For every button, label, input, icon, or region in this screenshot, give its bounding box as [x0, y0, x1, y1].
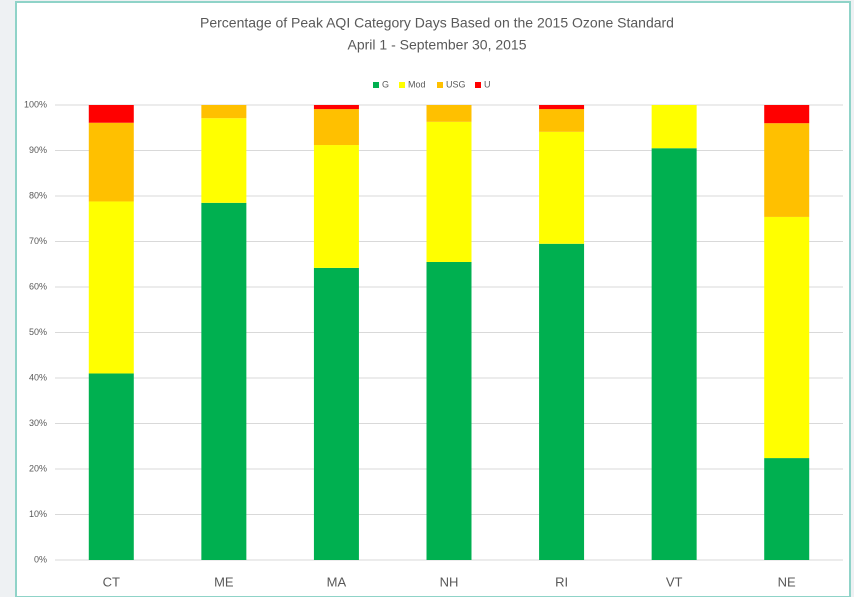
- chart-subtitle: April 1 - September 30, 2015: [348, 37, 527, 53]
- bar-segment: [764, 123, 810, 217]
- y-tick-label: 50%: [29, 327, 47, 337]
- x-tick-label: VT: [666, 574, 683, 589]
- bar-segment: [426, 121, 472, 262]
- x-tick-label: CT: [103, 574, 120, 589]
- y-tick-label: 90%: [29, 145, 47, 155]
- legend-swatch: [399, 82, 405, 88]
- y-tick-label: 100%: [24, 99, 47, 109]
- bar-segment: [88, 122, 134, 202]
- bar-segment: [88, 201, 134, 374]
- y-tick-label: 20%: [29, 463, 47, 473]
- bar-segment: [651, 105, 697, 149]
- x-tick-label: ME: [214, 574, 234, 589]
- bar-segment: [426, 261, 472, 560]
- legend-label: USG: [446, 79, 466, 89]
- legend-label: U: [484, 79, 491, 89]
- bar-segment: [539, 105, 585, 110]
- bar-segment: [764, 458, 810, 560]
- bar-segment: [313, 145, 359, 268]
- bar-segment: [651, 148, 697, 560]
- x-tick-label: RI: [555, 574, 568, 589]
- legend-swatch: [373, 82, 379, 88]
- bar-segment: [313, 105, 359, 110]
- chart-title: Percentage of Peak AQI Category Days Bas…: [200, 15, 674, 31]
- bar-segment: [201, 118, 247, 203]
- y-tick-label: 30%: [29, 418, 47, 428]
- x-tick-label: NH: [440, 574, 459, 589]
- x-tick-label: MA: [327, 574, 347, 589]
- bar-segment: [88, 373, 134, 560]
- bar-segment: [764, 105, 810, 124]
- legend-swatch: [437, 82, 443, 88]
- bar-segment: [764, 216, 810, 459]
- legend-label: Mod: [408, 79, 426, 89]
- bar-segment: [539, 109, 585, 132]
- legend: G Mod USG U: [373, 79, 491, 89]
- bar-segment: [201, 105, 247, 119]
- bar-segment: [539, 243, 585, 560]
- y-tick-label: 40%: [29, 372, 47, 382]
- bar-segment: [313, 267, 359, 560]
- bar-segment: [313, 109, 359, 146]
- bar-segment: [426, 105, 472, 122]
- y-tick-label: 10%: [29, 509, 47, 519]
- y-tick-label: 0%: [34, 554, 47, 564]
- y-tick-label: 80%: [29, 190, 47, 200]
- bar-segment: [201, 202, 247, 560]
- bar-segment: [88, 105, 134, 123]
- legend-label: G: [382, 79, 389, 89]
- y-tick-label: 70%: [29, 236, 47, 246]
- bar-segment: [539, 131, 585, 244]
- y-tick-label: 60%: [29, 281, 47, 291]
- x-tick-label: NE: [778, 574, 796, 589]
- legend-swatch: [475, 82, 481, 88]
